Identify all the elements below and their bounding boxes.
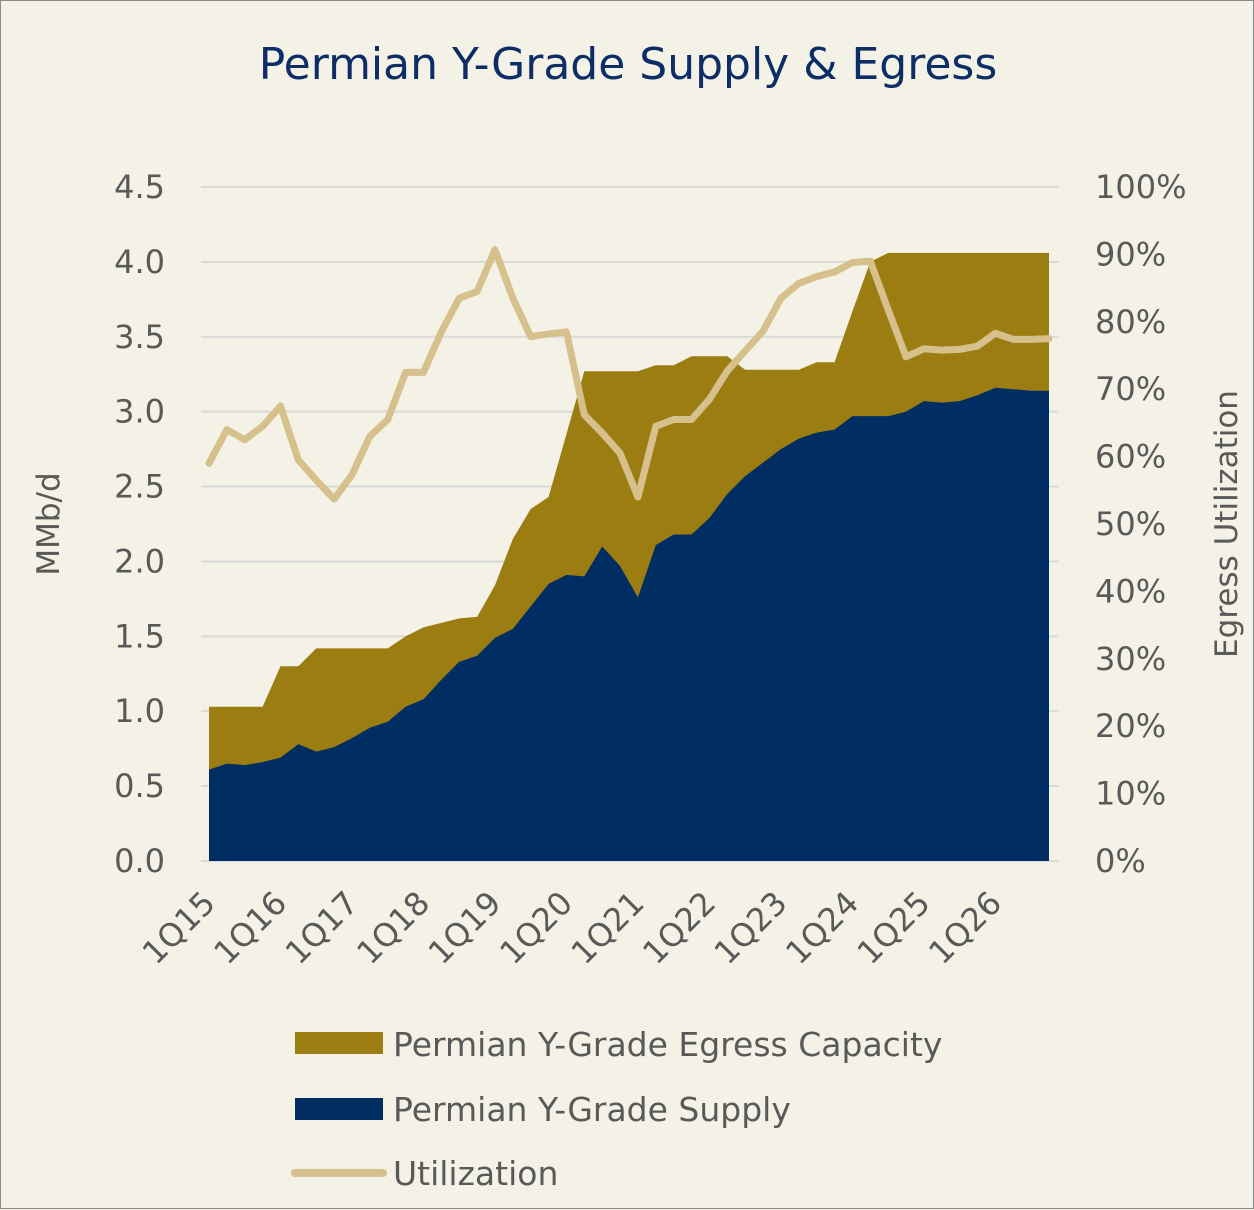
x-tick-label: 1Q16 xyxy=(206,884,294,972)
x-tick-label: 1Q17 xyxy=(278,884,366,972)
legend-label-supply: Permian Y-Grade Supply xyxy=(393,1090,791,1129)
y2-tick-label: 60% xyxy=(1095,438,1166,476)
y-tick-label: 4.5 xyxy=(114,168,165,206)
y2-axis-title: Egress Utilization xyxy=(1209,390,1245,658)
x-axis-ticks: 1Q151Q161Q171Q181Q191Q201Q211Q221Q231Q24… xyxy=(135,884,1009,972)
y-tick-label: 2.5 xyxy=(114,468,165,506)
x-tick-label: 1Q24 xyxy=(778,884,866,972)
y-tick-label: 1.5 xyxy=(114,617,165,655)
x-tick-label: 1Q21 xyxy=(564,884,652,972)
y-axis-right-ticks: 0% 10% 20% 30% 40% 50% 60% 70% 80% 90% 100% xyxy=(1095,168,1186,880)
x-tick-label: 1Q25 xyxy=(850,884,938,972)
y-tick-label: 2.0 xyxy=(114,542,165,580)
y-tick-label: 1.0 xyxy=(114,692,165,730)
area-ygrade-supply xyxy=(209,387,1049,861)
y2-tick-label: 50% xyxy=(1095,505,1166,543)
x-tick-label: 1Q22 xyxy=(635,884,723,972)
y2-tick-label: 10% xyxy=(1095,775,1166,813)
y2-tick-label: 90% xyxy=(1095,235,1166,273)
y2-tick-label: 30% xyxy=(1095,640,1166,678)
y2-tick-label: 20% xyxy=(1095,707,1166,745)
line-utilization xyxy=(205,246,1053,503)
y2-tick-label: 40% xyxy=(1095,572,1166,610)
y-axis-left-ticks: 0.0 0.5 1.0 1.5 2.0 2.5 3.0 3.5 4.0 4.5 xyxy=(114,168,165,880)
x-tick-label: 1Q19 xyxy=(421,884,509,972)
line-series xyxy=(205,246,1053,503)
area-series xyxy=(209,252,1049,861)
legend-label-utilization: Utilization xyxy=(393,1154,558,1193)
y2-tick-label: 70% xyxy=(1095,370,1166,408)
y-tick-label: 3.5 xyxy=(114,318,165,356)
x-tick-label: 1Q26 xyxy=(921,884,1009,972)
legend-swatch-supply xyxy=(295,1098,383,1120)
y-tick-label: 3.0 xyxy=(114,393,165,431)
x-tick-label: 1Q23 xyxy=(707,884,795,972)
x-tick-label: 1Q15 xyxy=(135,884,223,972)
y-tick-label: 0.0 xyxy=(114,842,165,880)
legend: Permian Y-Grade Egress Capacity Permian … xyxy=(291,1025,942,1193)
legend-swatch-capacity xyxy=(295,1032,383,1054)
legend-label-capacity: Permian Y-Grade Egress Capacity xyxy=(393,1025,942,1064)
y2-tick-label: 0% xyxy=(1095,842,1146,880)
y2-tick-label: 100% xyxy=(1095,168,1186,206)
chart-title: Permian Y-Grade Supply & Egress xyxy=(258,39,998,90)
y-tick-label: 4.0 xyxy=(114,243,165,281)
x-tick-label: 1Q20 xyxy=(492,884,580,972)
y-axis-title: MMb/d xyxy=(31,472,67,575)
y-tick-label: 0.5 xyxy=(114,767,165,805)
x-tick-label: 1Q18 xyxy=(349,884,437,972)
y2-tick-label: 80% xyxy=(1095,303,1166,341)
